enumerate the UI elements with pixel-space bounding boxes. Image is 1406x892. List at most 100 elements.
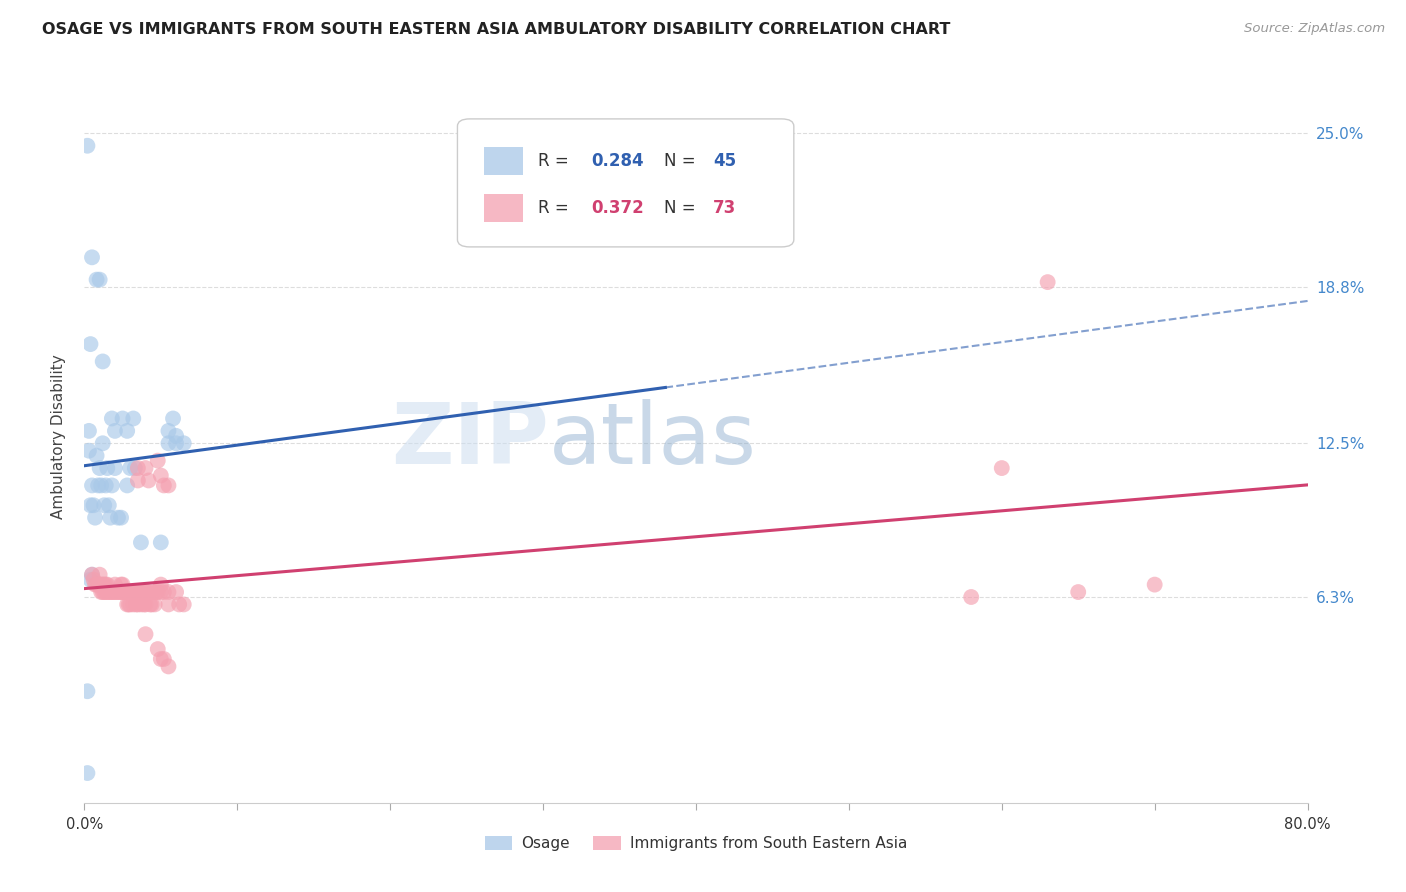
Point <box>90 585 112 599</box>
Point <box>108 585 131 599</box>
Point <box>111 585 134 599</box>
Point <box>115 598 138 612</box>
Point <box>79 498 101 512</box>
Point <box>115 478 138 492</box>
Point <box>90 478 112 492</box>
Bar <box>484 147 523 175</box>
Point <box>104 461 127 475</box>
Point <box>120 598 142 612</box>
Point <box>87 478 110 492</box>
Point <box>143 598 166 612</box>
Point <box>96 461 118 475</box>
Point <box>114 585 136 599</box>
Point <box>146 453 169 467</box>
Point <box>141 598 163 612</box>
Point <box>90 577 112 591</box>
Point <box>80 478 103 492</box>
Point <box>97 585 120 599</box>
Point <box>87 577 110 591</box>
Point <box>139 598 162 612</box>
Point <box>104 424 127 438</box>
Point <box>149 585 172 599</box>
Point <box>79 573 101 587</box>
Point <box>89 461 111 475</box>
Bar <box>484 194 523 222</box>
Point <box>132 598 155 612</box>
Point <box>91 436 114 450</box>
Point <box>93 577 115 591</box>
Point <box>83 573 105 587</box>
Point <box>115 424 138 438</box>
Point <box>157 436 180 450</box>
Point <box>94 585 117 599</box>
Text: ZIP: ZIP <box>391 400 550 483</box>
Point <box>89 272 111 286</box>
Point <box>122 598 145 612</box>
Point <box>101 478 124 492</box>
Point <box>103 585 125 599</box>
Point <box>86 577 108 591</box>
Point <box>110 510 132 524</box>
Point <box>80 567 103 582</box>
Point <box>122 411 145 425</box>
Point <box>149 652 172 666</box>
Point <box>112 585 135 599</box>
Point <box>157 659 180 673</box>
Point <box>86 272 108 286</box>
Point <box>127 461 149 475</box>
Point <box>135 627 157 641</box>
Point <box>165 585 187 599</box>
Point <box>1036 275 1059 289</box>
Point <box>76 766 98 780</box>
Point <box>91 354 114 368</box>
Y-axis label: Ambulatory Disability: Ambulatory Disability <box>51 355 66 519</box>
Point <box>77 424 100 438</box>
Point <box>111 577 134 591</box>
Point <box>104 577 127 591</box>
Point <box>153 478 176 492</box>
Point <box>98 585 121 599</box>
Point <box>162 411 184 425</box>
Point <box>115 585 138 599</box>
Point <box>91 577 114 591</box>
Point <box>128 585 150 599</box>
Text: N =: N = <box>664 153 702 170</box>
Text: Source: ZipAtlas.com: Source: ZipAtlas.com <box>1244 22 1385 36</box>
Point <box>135 461 157 475</box>
Point <box>76 684 98 698</box>
Point <box>84 510 107 524</box>
Point <box>135 598 157 612</box>
Point <box>173 436 195 450</box>
Point <box>149 577 172 591</box>
Point <box>97 498 120 512</box>
Point <box>138 585 160 599</box>
Point <box>145 585 167 599</box>
Point <box>960 590 983 604</box>
FancyBboxPatch shape <box>457 119 794 247</box>
Point <box>79 337 101 351</box>
Point <box>138 474 160 488</box>
Legend: Osage, Immigrants from South Eastern Asia: Osage, Immigrants from South Eastern Asi… <box>478 830 914 857</box>
Point <box>1067 585 1090 599</box>
Text: 0.284: 0.284 <box>591 153 644 170</box>
Point <box>96 577 118 591</box>
Point <box>121 585 143 599</box>
Point <box>120 585 142 599</box>
Point <box>173 598 195 612</box>
Point <box>111 411 134 425</box>
Point <box>89 577 111 591</box>
Point <box>101 411 124 425</box>
Text: OSAGE VS IMMIGRANTS FROM SOUTH EASTERN ASIA AMBULATORY DISABILITY CORRELATION CH: OSAGE VS IMMIGRANTS FROM SOUTH EASTERN A… <box>42 22 950 37</box>
Point <box>146 585 169 599</box>
Point <box>149 535 172 549</box>
Point <box>991 461 1014 475</box>
Point <box>129 598 152 612</box>
Point <box>157 478 180 492</box>
Point <box>80 250 103 264</box>
Point <box>1143 577 1166 591</box>
Point <box>127 585 149 599</box>
Point <box>110 577 132 591</box>
Point <box>125 598 148 612</box>
Text: atlas: atlas <box>550 400 758 483</box>
Point <box>89 567 111 582</box>
